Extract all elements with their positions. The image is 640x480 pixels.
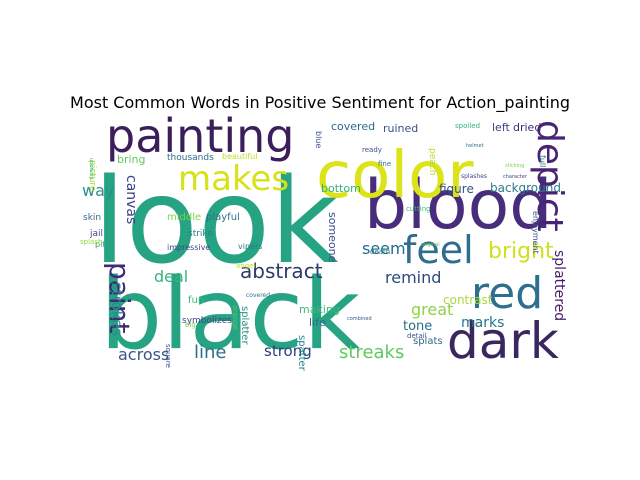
word-playful: playful bbox=[206, 212, 240, 223]
word-deal: deal bbox=[154, 267, 188, 286]
word-character: character bbox=[503, 174, 528, 180]
word-unpretty: unpretty bbox=[88, 158, 94, 179]
word-black: black bbox=[100, 258, 360, 372]
word-painting: painting bbox=[106, 109, 295, 163]
word-splashes: splashes bbox=[461, 173, 487, 180]
word-combined: combined bbox=[347, 316, 372, 322]
word-splats: splats bbox=[413, 336, 443, 347]
word-making: making bbox=[299, 303, 340, 316]
word-pit: pit bbox=[95, 240, 105, 249]
word-beautiful: beautiful bbox=[222, 152, 257, 161]
word-depict: depict bbox=[529, 120, 570, 232]
word-impressive: impressive bbox=[167, 243, 210, 252]
word-bright: bright bbox=[488, 239, 554, 264]
word-orange: orange bbox=[231, 305, 239, 330]
word-thousands: thousands bbox=[167, 153, 214, 163]
word-across: across bbox=[118, 345, 169, 364]
chart-title: Most Common Words in Positive Sentiment … bbox=[70, 93, 570, 112]
word-detail: detail bbox=[407, 332, 427, 340]
word-abstract: abstract bbox=[240, 259, 323, 283]
word-skin: skin bbox=[83, 213, 101, 223]
word-big: big bbox=[185, 321, 196, 329]
word-life: life bbox=[309, 316, 326, 329]
word-spoiled: spoiled bbox=[455, 122, 480, 130]
word-square: square bbox=[164, 344, 172, 368]
word-enjoyment: enjoyment bbox=[531, 211, 540, 254]
word-middle: middle bbox=[167, 212, 201, 223]
word-jail: jail bbox=[89, 229, 103, 239]
word-someone: someone bbox=[326, 212, 339, 263]
word-peach: peach bbox=[427, 148, 437, 175]
word-angel: angel bbox=[236, 262, 255, 270]
word-line: line bbox=[194, 342, 226, 363]
word-spatter: spatter bbox=[296, 335, 307, 372]
word-bring: bring bbox=[117, 153, 146, 166]
word-fun: fun bbox=[188, 295, 204, 306]
word-color: color bbox=[316, 139, 474, 213]
word-splatter: splatter bbox=[239, 306, 250, 345]
word-great: great bbox=[411, 300, 453, 319]
word-strike: strike bbox=[188, 229, 213, 239]
word-covered: covered bbox=[331, 120, 375, 133]
word-helmet: helmet bbox=[466, 143, 484, 149]
word-covered: covered bbox=[246, 292, 270, 299]
word-full: full bbox=[538, 155, 547, 167]
word-background: background bbox=[490, 181, 561, 195]
word-canvas: canvas bbox=[123, 175, 139, 224]
word-death: death bbox=[370, 248, 390, 256]
word-dark: dark bbox=[447, 312, 559, 370]
word-streaks: streaks bbox=[339, 342, 404, 363]
word-original: original bbox=[421, 242, 440, 248]
word-contrast: contrast bbox=[443, 293, 493, 307]
word-makes: makes bbox=[178, 159, 289, 199]
word-symbolizes: symbolizes bbox=[182, 316, 232, 326]
word-fine: fine bbox=[378, 160, 391, 168]
word-strong: strong bbox=[264, 342, 312, 360]
word-way: way bbox=[82, 181, 114, 200]
word-picture: picture bbox=[87, 160, 97, 192]
word-ruined: ruined bbox=[383, 122, 418, 135]
word-ready: ready bbox=[362, 146, 382, 154]
word-seem: seem bbox=[362, 239, 406, 258]
word-remind: remind bbox=[385, 268, 441, 287]
word-red: red bbox=[471, 268, 543, 319]
word-tone: tone bbox=[403, 319, 432, 334]
word-marks: marks bbox=[461, 315, 504, 331]
word-paint: paint bbox=[103, 262, 136, 333]
word-dried: dried bbox=[513, 121, 541, 134]
word-vipers: vipers bbox=[238, 242, 262, 251]
word-cutting: cutting bbox=[406, 205, 431, 213]
word-left: left bbox=[492, 121, 511, 134]
word-bottom: bottom bbox=[321, 182, 361, 195]
word-figure: figure bbox=[439, 182, 474, 196]
word-feel: feel bbox=[403, 228, 474, 272]
word-sticking: sticking bbox=[505, 163, 524, 169]
word-splattered: splattered bbox=[551, 250, 567, 321]
word-look: look bbox=[93, 152, 339, 290]
word-splash: splash bbox=[80, 238, 102, 246]
word-blood: blood bbox=[364, 166, 552, 245]
word-strokes: strokes bbox=[108, 282, 126, 336]
word-blue: blue bbox=[314, 131, 323, 148]
